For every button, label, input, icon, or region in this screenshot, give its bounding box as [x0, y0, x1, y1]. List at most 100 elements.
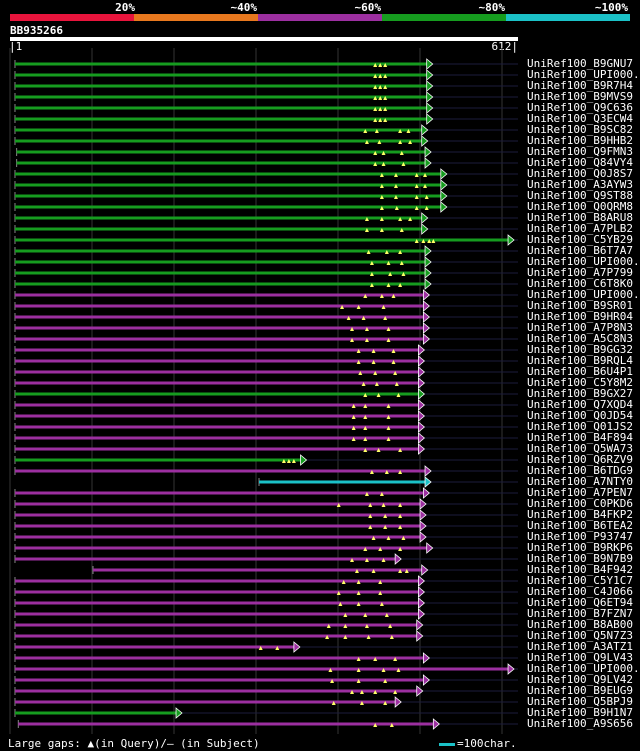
hit-label[interactable]: UniRef100_Q7XQD4: [527, 398, 633, 411]
hit-track[interactable]: [14, 355, 518, 367]
hit-bar[interactable]: [14, 700, 396, 704]
hit-label[interactable]: UniRef100_B9HHB2: [527, 134, 633, 147]
hit-label[interactable]: UniRef100_B9SR01: [527, 299, 633, 312]
hit-bar[interactable]: [14, 513, 421, 517]
hit-track[interactable]: [14, 597, 518, 609]
hit-bar[interactable]: [14, 337, 424, 341]
hit-track[interactable]: [14, 531, 518, 543]
hit-bar[interactable]: [14, 502, 421, 506]
hit-track[interactable]: [14, 641, 518, 653]
hit-label[interactable]: UniRef100_Q3ECW4: [527, 112, 633, 125]
hit-bar[interactable]: [14, 139, 422, 143]
hit-label[interactable]: UniRef100_Q01JS2: [527, 420, 633, 433]
hit-label[interactable]: UniRef100_Q5BPJ9: [527, 695, 633, 708]
hit-label[interactable]: UniRef100_A7PEN7: [527, 486, 633, 499]
hit-track[interactable]: [14, 509, 518, 521]
hit-label[interactable]: UniRef100_B9GG32: [527, 343, 633, 356]
hit-label[interactable]: UniRef100_B4F942: [527, 563, 633, 576]
hit-bar[interactable]: [14, 348, 419, 352]
hit-bar[interactable]: [14, 128, 422, 132]
hit-bar[interactable]: [14, 359, 419, 363]
hit-bar[interactable]: [14, 84, 427, 88]
hit-track[interactable]: [14, 575, 518, 587]
hit-track[interactable]: [14, 388, 518, 400]
hit-bar[interactable]: [18, 722, 434, 726]
hit-track[interactable]: [14, 113, 518, 125]
hit-bar[interactable]: [14, 634, 417, 638]
hit-track[interactable]: [14, 696, 518, 708]
hit-label[interactable]: UniRef100_C5YB29: [527, 233, 633, 246]
hit-track[interactable]: [14, 652, 518, 664]
hit-track[interactable]: [14, 377, 518, 389]
hit-label[interactable]: UniRef100_B9GX27: [527, 387, 633, 400]
hit-label[interactable]: UniRef100_Q9FMN3: [527, 145, 633, 158]
hit-bar[interactable]: [14, 293, 424, 297]
hit-bar[interactable]: [14, 249, 426, 253]
hit-track[interactable]: [14, 487, 518, 499]
hit-label[interactable]: UniRef100_Q9C636: [527, 101, 633, 114]
hit-track[interactable]: [14, 421, 518, 433]
hit-label[interactable]: UniRef100_B9EUG9: [527, 684, 633, 697]
hit-label[interactable]: UniRef100_C5Y1C7: [527, 574, 633, 587]
hit-label[interactable]: UniRef100_B9H1N7: [527, 706, 633, 719]
hit-label[interactable]: UniRef100_A9S656: [527, 717, 633, 730]
hit-bar[interactable]: [14, 315, 424, 319]
hit-track[interactable]: [14, 234, 518, 246]
hit-track[interactable]: [14, 91, 518, 103]
hit-label[interactable]: UniRef100_P93747: [527, 530, 633, 543]
hit-track[interactable]: [14, 311, 518, 323]
hit-label[interactable]: UniRef100_UPI000..: [527, 68, 640, 81]
hit-track[interactable]: [14, 223, 518, 235]
hit-track[interactable]: [14, 80, 518, 92]
hit-label[interactable]: UniRef100_B9GNU7: [527, 57, 633, 70]
hit-track[interactable]: [14, 256, 518, 268]
hit-track[interactable]: [14, 432, 518, 444]
hit-bar[interactable]: [14, 491, 424, 495]
hit-track[interactable]: [14, 267, 518, 279]
hit-bar[interactable]: [14, 678, 424, 682]
hit-label[interactable]: UniRef100_A3AYW3: [527, 178, 633, 191]
hit-label[interactable]: UniRef100_B9HR04: [527, 310, 633, 323]
hit-bar[interactable]: [14, 304, 424, 308]
hit-label[interactable]: UniRef100_Q5WA73: [527, 442, 633, 455]
hit-label[interactable]: UniRef100_A7NTY0: [527, 475, 633, 488]
hit-label[interactable]: UniRef100_A7P8N3: [527, 321, 633, 334]
hit-bar[interactable]: [14, 183, 441, 187]
hit-track[interactable]: [14, 685, 518, 697]
hit-track[interactable]: [14, 58, 518, 70]
hit-bar[interactable]: [14, 436, 419, 440]
hit-track[interactable]: [14, 322, 518, 334]
hit-label[interactable]: UniRef100_A7PLB2: [527, 222, 633, 235]
hit-track[interactable]: [14, 443, 518, 455]
hit-track[interactable]: [14, 124, 518, 136]
hit-track[interactable]: [14, 553, 518, 565]
hit-bar[interactable]: [14, 227, 422, 231]
hit-label[interactable]: UniRef100_C4J066: [527, 585, 633, 598]
hit-label[interactable]: UniRef100_Q0J8S7: [527, 167, 633, 180]
hit-bar[interactable]: [14, 370, 419, 374]
hit-track[interactable]: [14, 366, 518, 378]
hit-track[interactable]: [14, 168, 518, 180]
hit-track[interactable]: [14, 663, 518, 675]
hit-label[interactable]: UniRef100_C5Y8M2: [527, 376, 633, 389]
hit-label[interactable]: UniRef100_B7FZN7: [527, 607, 633, 620]
hit-label[interactable]: UniRef100_B8ARU8: [527, 211, 633, 224]
hit-label[interactable]: UniRef100_Q84VY4: [527, 156, 633, 169]
hit-label[interactable]: UniRef100_Q9ST88: [527, 189, 633, 202]
hit-bar[interactable]: [14, 612, 419, 616]
hit-track[interactable]: [16, 157, 518, 169]
hit-track[interactable]: [17, 718, 518, 730]
hit-bar[interactable]: [14, 447, 419, 451]
hit-label[interactable]: UniRef100_B6TEA2: [527, 519, 633, 532]
hit-bar[interactable]: [14, 667, 509, 671]
hit-label[interactable]: UniRef100_B6TDG9: [527, 464, 633, 477]
hit-bar[interactable]: [14, 425, 419, 429]
hit-label[interactable]: UniRef100_Q9LV42: [527, 673, 633, 686]
hit-label[interactable]: UniRef100_B9RQL4: [527, 354, 633, 367]
hit-track[interactable]: [14, 520, 518, 532]
hit-label[interactable]: UniRef100_B4F894: [527, 431, 633, 444]
hit-track[interactable]: [14, 179, 518, 191]
hit-bar[interactable]: [14, 645, 294, 649]
hit-label[interactable]: UniRef100_A7P799: [527, 266, 633, 279]
hit-track[interactable]: [258, 476, 518, 488]
